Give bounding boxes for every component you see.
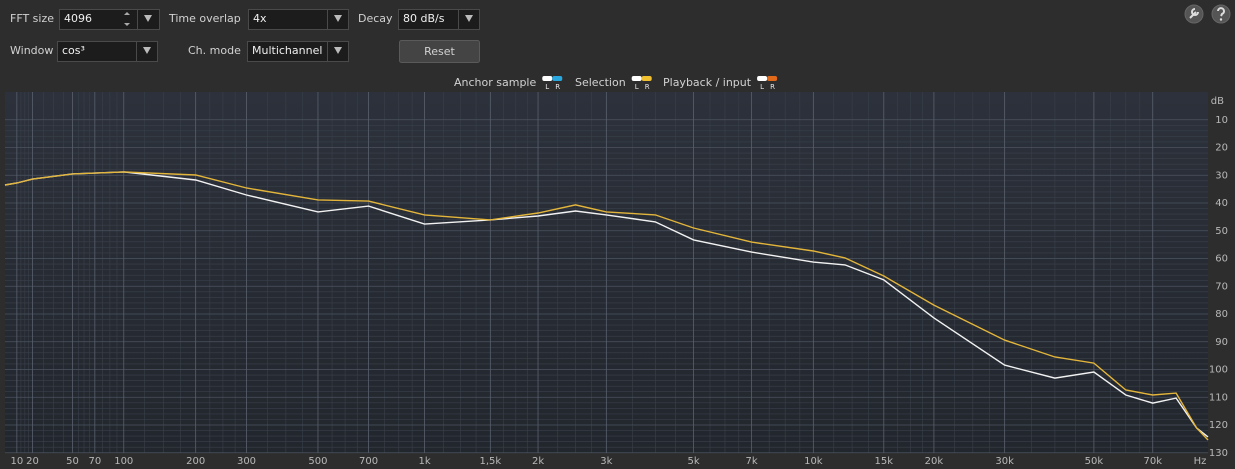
legend-channel: R [645, 83, 650, 91]
control-value: 4096 [64, 12, 92, 25]
y-tick-label: 120 [1209, 420, 1228, 431]
x-tick-label: 2k [532, 456, 544, 467]
dropdown-arrow[interactable] [334, 15, 342, 22]
decay-dropdown[interactable] [398, 9, 480, 30]
legend: Anchor sample L R Selection L R Playback / inp… [454, 76, 778, 91]
x-tick-label: 1,5k [479, 456, 501, 467]
x-tick-label: 15k [875, 456, 894, 467]
control-value: cos³ [62, 44, 85, 57]
legend-label: Playback / input [663, 76, 752, 89]
x-tick-label: 300 [237, 456, 256, 467]
x-tick-label: 70 [88, 456, 101, 467]
x-tick-label: 700 [359, 456, 378, 467]
x-tick-label: 5k [688, 456, 700, 467]
grid [5, 92, 1208, 454]
wrench-icon [1189, 8, 1199, 19]
y-tick-label: 40 [1215, 198, 1228, 209]
x-tick-label: 500 [308, 456, 327, 467]
legend-label: Selection [575, 76, 626, 89]
y-tick-label: 30 [1215, 170, 1228, 181]
y-tick-label: 10 [1215, 115, 1228, 126]
reset-button[interactable] [399, 40, 480, 63]
y-tick-label: 100 [1209, 365, 1228, 376]
x-tick-label: 7k [746, 456, 758, 467]
spin-down[interactable] [124, 23, 130, 26]
legend-channel: R [770, 83, 775, 91]
x-axis-label: Hz [1194, 456, 1207, 467]
help-icon-dot [1219, 18, 1223, 21]
fft-size-input[interactable] [59, 9, 160, 30]
y-tick-label: 80 [1215, 309, 1228, 320]
dropdown-arrow[interactable] [143, 47, 151, 54]
x-tick-label: 100 [114, 456, 133, 467]
y-axis-label: dB [1211, 96, 1224, 107]
help-icon [1217, 7, 1225, 17]
y-tick-label: 90 [1215, 337, 1228, 348]
legend-channel: L [635, 83, 639, 91]
x-tick-label: 1k [418, 456, 430, 467]
x-tick-label: 10k [804, 456, 823, 467]
y-tick-label: 130 [1209, 448, 1228, 459]
x-tick-label: 20k [925, 456, 944, 467]
spectrum-line [4, 171, 1209, 441]
x-tick-label: 30k [995, 456, 1014, 467]
dropdown-arrow[interactable] [465, 15, 473, 22]
control-label: FFT size [10, 12, 54, 25]
control-value: 80 dB/s [403, 12, 445, 25]
legend-swatch [641, 76, 652, 81]
legend-swatch [631, 76, 642, 81]
spin-up[interactable] [124, 12, 130, 15]
dropdown-arrow[interactable] [144, 15, 152, 22]
x-tick-label: 20 [26, 456, 39, 467]
y-tick-label: 50 [1215, 226, 1228, 237]
legend-swatch [542, 76, 553, 81]
y-tick-label: 60 [1215, 254, 1228, 265]
control-label: Ch. mode [188, 44, 241, 57]
control-value: 4x [253, 12, 267, 25]
x-tick-label: 200 [186, 456, 205, 467]
legend-channel: L [760, 83, 764, 91]
legend-channel: L [545, 83, 549, 91]
control-label: Decay [358, 12, 393, 25]
ch-mode-dropdown[interactable] [247, 41, 349, 62]
legend-swatch [767, 76, 778, 81]
x-tick-label: 50 [66, 456, 79, 467]
series [4, 171, 1209, 441]
control-label: Time overlap [168, 12, 241, 25]
y-tick-label: 110 [1209, 392, 1228, 403]
dropdown-arrow[interactable] [334, 47, 342, 54]
legend-swatch [552, 76, 563, 81]
window-dropdown[interactable] [57, 41, 158, 62]
control-label: Window [10, 44, 53, 57]
x-tick-label: 70k [1143, 456, 1162, 467]
overlap-dropdown[interactable] [248, 9, 349, 30]
x-tick-label: 10 [10, 456, 23, 467]
legend-channel: R [555, 83, 560, 91]
legend-swatch [757, 76, 768, 81]
spectrum-line [4, 171, 1209, 438]
legend-label: Anchor sample [454, 76, 536, 89]
button-label: Reset [424, 45, 455, 58]
control-value: Multichannel [252, 44, 322, 57]
x-tick-label: 3k [600, 456, 612, 467]
x-tick-label: 50k [1085, 456, 1104, 467]
y-tick-label: 70 [1215, 281, 1228, 292]
y-tick-label: 20 [1215, 143, 1228, 154]
